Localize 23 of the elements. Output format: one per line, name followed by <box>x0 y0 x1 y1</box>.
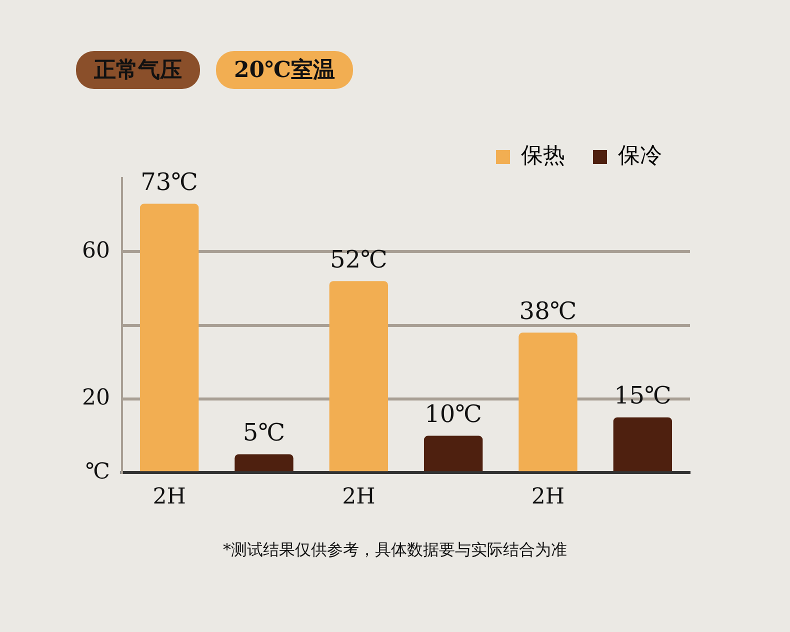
bar <box>518 332 578 472</box>
bar <box>234 454 294 472</box>
data-label: 38℃ <box>519 296 577 325</box>
text: *测试结果仅供参考，具体数据要与实际结合为准 <box>222 540 568 561</box>
data-label: 15℃ <box>614 382 672 410</box>
data-label: 5℃ <box>242 418 286 446</box>
y-tick-label: 20 <box>82 386 110 411</box>
legend-label: 保热 <box>521 144 565 169</box>
x-tick-label: 2H <box>342 484 376 510</box>
bar <box>613 417 672 472</box>
text: 20℃室温 <box>216 51 353 89</box>
x-tick-label: 2H <box>531 484 565 510</box>
text: 正常气压 <box>76 51 200 89</box>
x-tick-label: 2H <box>152 484 186 510</box>
data-label: 73℃ <box>140 168 198 196</box>
bar <box>329 281 388 472</box>
y-tick-label: ℃ <box>85 459 110 484</box>
bar <box>424 436 483 472</box>
data-label: 10℃ <box>424 400 482 428</box>
data-label: 52℃ <box>330 245 388 274</box>
y-tick-label: 60 <box>82 238 110 264</box>
legend-label: 保冷 <box>618 144 662 169</box>
bar <box>140 204 199 472</box>
